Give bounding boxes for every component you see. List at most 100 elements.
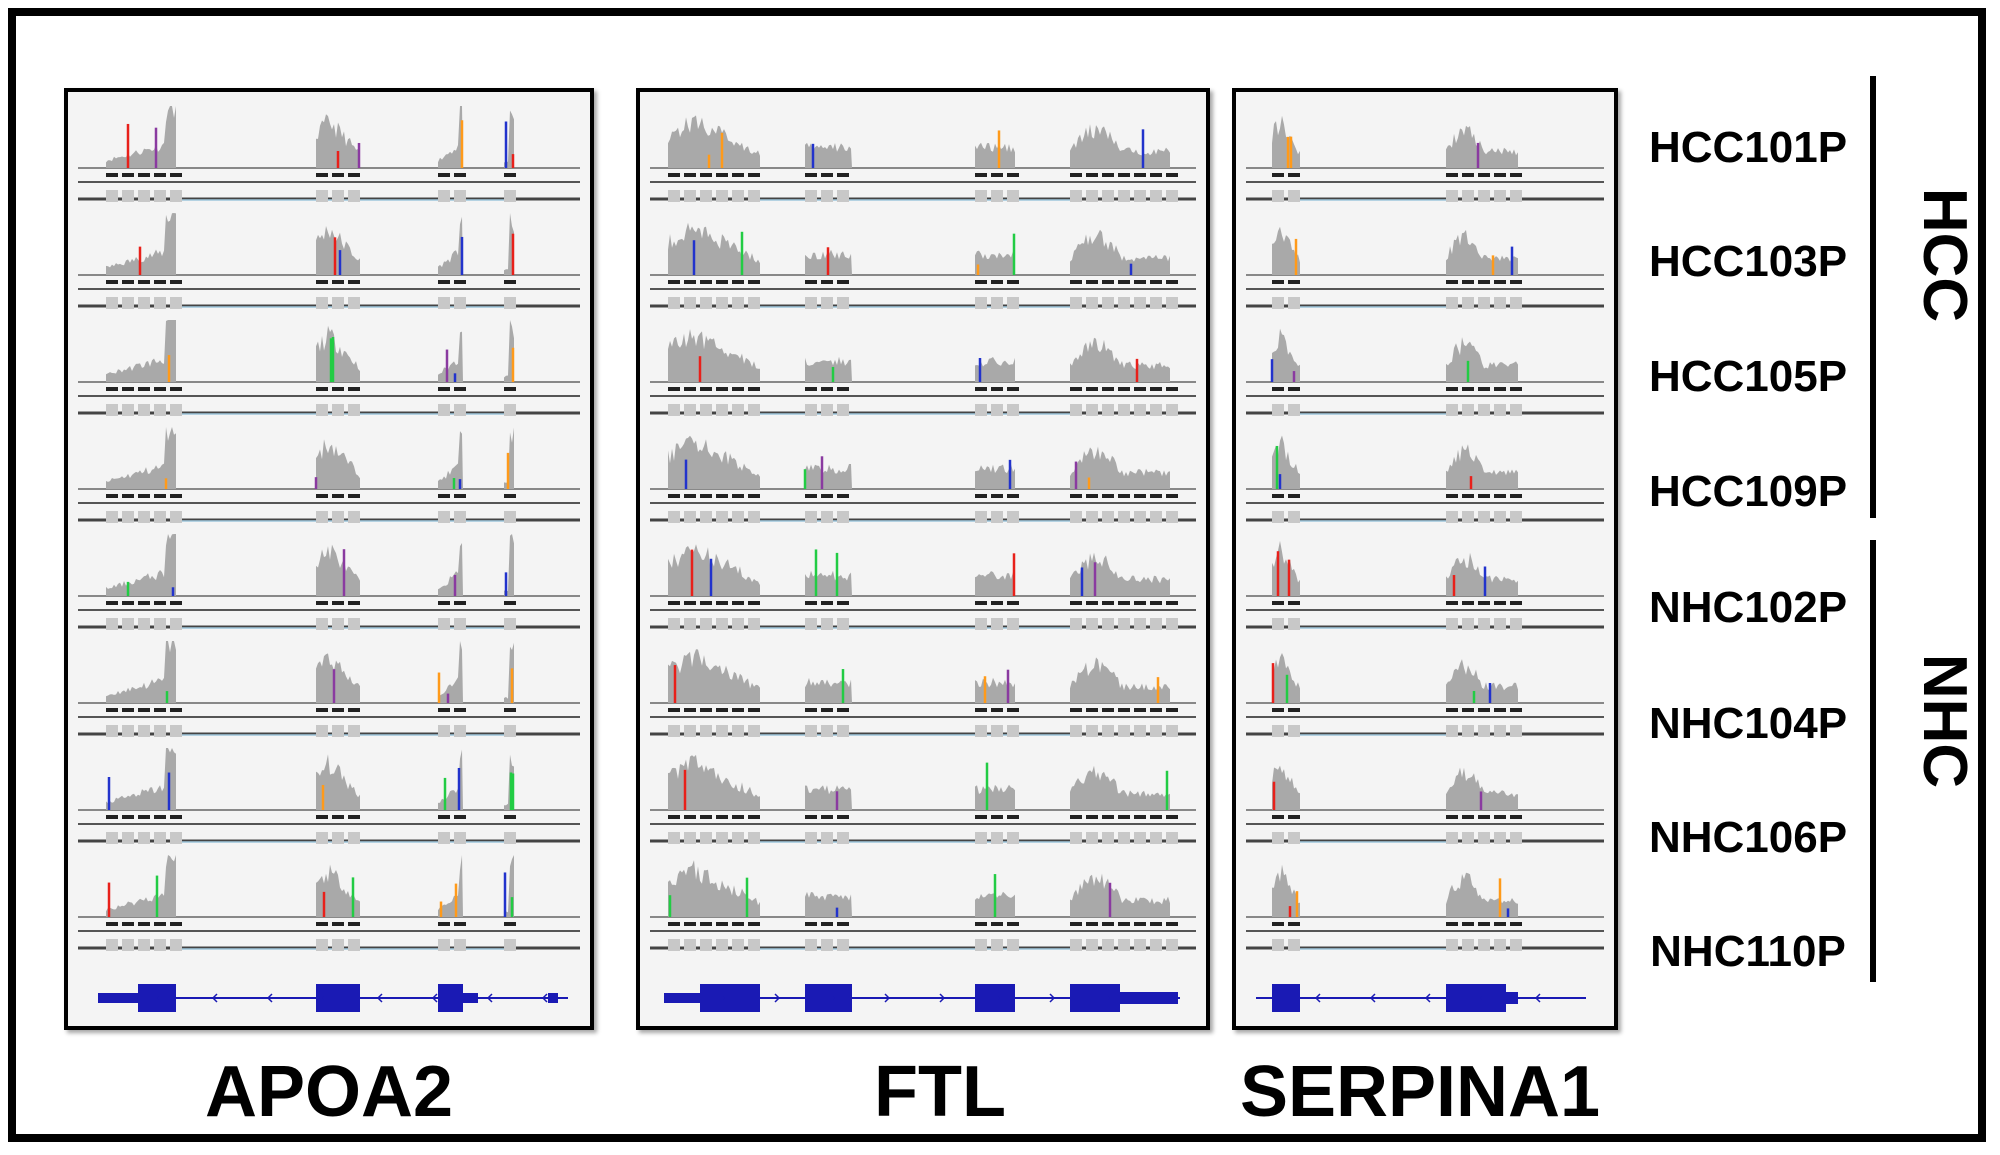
read-block (154, 173, 166, 177)
read-block (991, 494, 1003, 498)
strand-arrow (1314, 993, 1321, 1003)
sample-track (78, 320, 580, 416)
read-block (1446, 280, 1458, 284)
coverage-area (106, 106, 176, 168)
read-block (1007, 922, 1019, 926)
strand-arrow (884, 993, 891, 1003)
gene-label-apoa2: APOA2 (204, 1052, 454, 1132)
read-block (438, 404, 450, 416)
read-block (1288, 708, 1300, 712)
read-block (1462, 618, 1474, 630)
strand-arrow (719, 993, 726, 1003)
read-block (1446, 725, 1458, 737)
read-block (1510, 832, 1522, 844)
read-block (454, 190, 466, 202)
read-block (684, 601, 696, 605)
read-block (700, 601, 712, 605)
read-block (1462, 725, 1474, 737)
read-block (700, 832, 712, 844)
read-block (170, 939, 182, 951)
read-block (1150, 601, 1162, 605)
read-block (1166, 494, 1178, 498)
read-block (1272, 815, 1284, 819)
read-block (991, 725, 1003, 737)
read-block (732, 494, 744, 498)
read-block (1288, 387, 1300, 391)
read-block (668, 601, 680, 605)
read-block (1134, 387, 1146, 391)
read-block (821, 708, 833, 712)
read-block (316, 832, 328, 844)
gene-model-exon (975, 984, 1015, 1012)
read-block (1494, 832, 1506, 844)
read-block (1166, 387, 1178, 391)
coverage-area (1446, 337, 1518, 382)
read-block (975, 922, 987, 926)
read-block (106, 815, 118, 819)
gene-model-exon (1120, 992, 1178, 1004)
strand-arrow (1479, 993, 1486, 1003)
read-block (170, 725, 182, 737)
read-block (348, 404, 360, 416)
read-block (122, 832, 134, 844)
read-block (1510, 173, 1522, 177)
read-block (1288, 297, 1300, 309)
gene-model (1256, 984, 1586, 1012)
read-block (138, 725, 150, 737)
read-block (700, 404, 712, 416)
read-block (1086, 601, 1098, 605)
read-block (316, 815, 328, 819)
read-block (1478, 494, 1490, 498)
read-block (975, 387, 987, 391)
read-block (1288, 173, 1300, 177)
read-block (1118, 725, 1130, 737)
read-block (1150, 494, 1162, 498)
read-block (1150, 618, 1162, 630)
read-block (438, 618, 450, 630)
read-block (1007, 404, 1019, 416)
sample-track (78, 855, 580, 951)
read-block (1118, 618, 1130, 630)
read-block (975, 601, 987, 605)
strand-arrow (1049, 993, 1056, 1003)
read-block (837, 708, 849, 712)
read-block (821, 404, 833, 416)
read-block (438, 297, 450, 309)
read-block (748, 939, 760, 951)
read-block (438, 494, 450, 498)
read-block (1272, 190, 1284, 202)
read-block (975, 494, 987, 498)
read-block (821, 618, 833, 630)
read-block (716, 618, 728, 630)
read-block (991, 190, 1003, 202)
read-block (170, 280, 182, 284)
read-block (1070, 173, 1082, 177)
read-block (438, 190, 450, 202)
read-block (748, 922, 760, 926)
read-block (504, 297, 516, 309)
read-block (1166, 725, 1178, 737)
read-block (348, 511, 360, 523)
read-block (1510, 815, 1522, 819)
coverage-area (1446, 125, 1518, 168)
read-block (1070, 815, 1082, 819)
read-block (716, 173, 728, 177)
read-block (700, 173, 712, 177)
read-block (837, 173, 849, 177)
read-block (348, 618, 360, 630)
read-block (1134, 922, 1146, 926)
coverage-area (668, 754, 760, 810)
read-block (1070, 708, 1082, 712)
read-block (138, 173, 150, 177)
read-block (1007, 173, 1019, 177)
read-block (1166, 297, 1178, 309)
read-block (1494, 494, 1506, 498)
read-block (106, 173, 118, 177)
read-block (504, 511, 516, 523)
read-block (975, 404, 987, 416)
read-block (170, 708, 182, 712)
read-block (991, 387, 1003, 391)
read-block (1134, 494, 1146, 498)
read-block (122, 511, 134, 523)
read-block (332, 618, 344, 630)
